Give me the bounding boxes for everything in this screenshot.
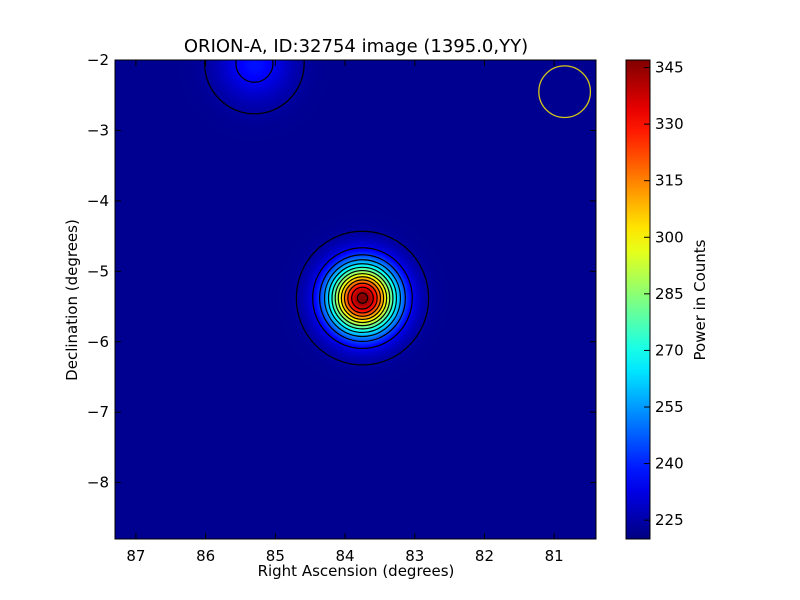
contour-line — [331, 266, 394, 330]
colorbar-tick-label: 270 — [655, 341, 684, 359]
heatmap-image — [115, 60, 596, 539]
x-tick-label: 85 — [266, 547, 285, 565]
colorbar-tick-label: 240 — [655, 455, 684, 473]
x-tick-label: 82 — [475, 547, 494, 565]
y-axis-label: Declination (degrees) — [63, 219, 81, 381]
contour-line — [295, 230, 430, 366]
colorbar-tick-label: 345 — [655, 59, 684, 77]
contour-line — [347, 282, 378, 314]
contour-line — [204, 60, 305, 115]
colorbar: 225 240 255 270 285 300 315 330 345 Power in Cou… — [625, 59, 709, 540]
contour-line — [356, 292, 369, 304]
plot-area — [114, 59, 597, 540]
contour-line — [327, 263, 398, 334]
colorbar-frame — [625, 59, 651, 540]
contour-line — [337, 273, 388, 324]
colorbar-ticks: 225 240 255 270 285 300 315 330 345 — [644, 59, 684, 529]
contour-line — [323, 259, 402, 338]
colorbar-tick-label: 285 — [655, 285, 684, 303]
y-tick-label: −8 — [87, 474, 109, 492]
contour-line — [235, 60, 274, 83]
x-axis-label: Right Ascension (degrees) — [258, 562, 455, 580]
colorbar-tick-label: 300 — [655, 228, 684, 246]
contour-line — [340, 276, 385, 321]
x-tick-label: 86 — [196, 547, 215, 565]
colorbar-tick-label: 315 — [655, 172, 684, 190]
beam-marker — [538, 65, 592, 119]
x-tick-label: 84 — [335, 547, 354, 565]
contour-line — [343, 279, 382, 317]
contour-line — [351, 286, 374, 310]
plot-frame — [114, 59, 597, 540]
contour-line — [334, 269, 391, 327]
contour-lines — [204, 60, 430, 366]
colorbar-tick-label: 255 — [655, 398, 684, 416]
x-tick-label: 83 — [405, 547, 424, 565]
colorbar-tick-label: 330 — [655, 115, 684, 133]
colorbar-tick-label: 225 — [655, 511, 684, 529]
y-tick-label: −7 — [87, 403, 109, 421]
y-tick-label: −3 — [87, 121, 109, 139]
y-tick-label: −4 — [87, 192, 109, 210]
chart-title: ORION-A, ID:32754 image (1395.0,YY) — [184, 36, 528, 57]
x-tick-label: 87 — [126, 547, 145, 565]
x-axis: 87 86 85 84 83 82 81 — [126, 60, 564, 565]
contour-line — [312, 247, 413, 350]
colorbar-fill — [626, 60, 650, 539]
colorbar-label: Power in Counts — [691, 239, 709, 360]
contour-line — [318, 254, 406, 343]
y-tick-label: −5 — [87, 262, 109, 280]
y-tick-label: −2 — [87, 51, 109, 69]
y-tick-label: −6 — [87, 333, 109, 351]
x-tick-label: 81 — [545, 547, 564, 565]
y-axis: −2 −3 −4 −5 −6 −7 −8 — [87, 51, 596, 492]
